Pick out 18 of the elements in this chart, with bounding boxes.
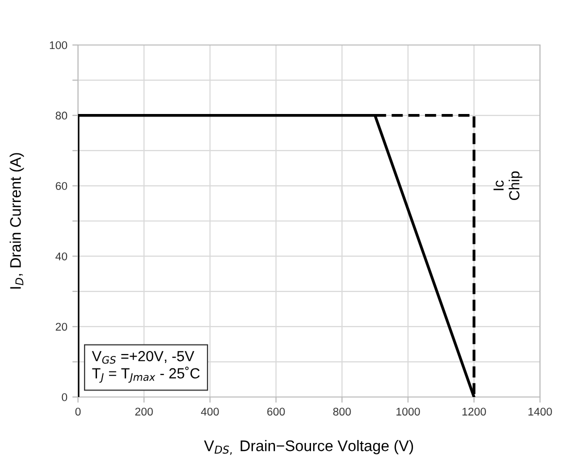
y-tick-label: 20 (56, 322, 68, 331)
text: V$_{GS}$ =+20V, -5V T$_{J}$ = T$_{Jmax}$ - 25˚C (92, 350, 200, 383)
x-tick-label: 1000 (396, 408, 420, 416)
x-tick-label: 1200 (462, 408, 486, 416)
x-tick-label: 0 (75, 408, 81, 416)
y-tick-label: 80 (56, 112, 68, 120)
x-tick-label: 800 (333, 408, 351, 416)
x-tick-label: 200 (135, 408, 153, 416)
x-axis-title: V$_{DS,}$ Drain−Source Voltage (V) (204, 440, 414, 455)
x-tick-label: 1400 (528, 408, 552, 416)
y-tick-label: 100 (50, 41, 68, 50)
y-tick-label: 60 (56, 182, 68, 190)
y-axis-title: I$_{D}$, Drain Current (A) (10, 153, 24, 289)
annotation: Ic Chip (494, 171, 522, 200)
y-tick-label: 40 (55, 252, 68, 260)
x-tick-label: 400 (200, 408, 219, 416)
y-tick-label: 0 (62, 393, 68, 402)
x-tick-label: 600 (267, 408, 285, 416)
